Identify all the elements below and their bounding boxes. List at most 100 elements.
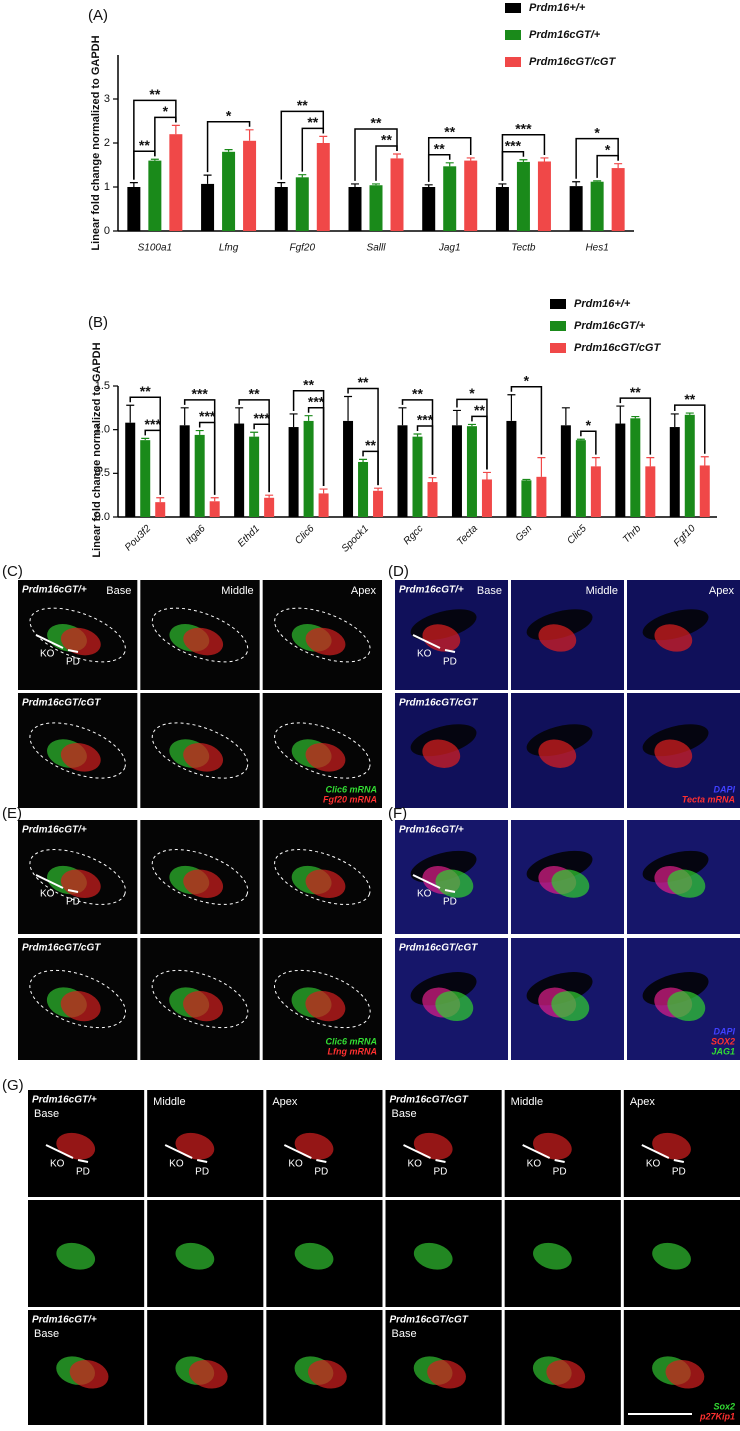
panel-label: (F) <box>388 805 407 822</box>
significance-label: *** <box>308 393 325 409</box>
stain <box>665 1359 705 1389</box>
error-bar <box>359 458 368 462</box>
significance-label: * <box>163 103 169 119</box>
y-tick-label: 0 <box>104 225 110 237</box>
stain <box>667 869 706 898</box>
region-label: Apex <box>351 585 377 597</box>
significance-label: ** <box>303 376 314 392</box>
significance-bracket <box>456 398 488 470</box>
bar <box>684 414 695 517</box>
bar <box>234 423 245 517</box>
significance-bracket <box>347 387 379 486</box>
significance-bracket <box>292 389 325 487</box>
stain-legend: JAG1 <box>711 1046 735 1056</box>
stain <box>175 1132 215 1160</box>
bar <box>201 183 215 231</box>
significance-bracket <box>129 396 161 495</box>
stain <box>546 1359 586 1389</box>
bar <box>169 134 183 231</box>
ko-line <box>35 634 64 649</box>
error-bar <box>646 457 655 467</box>
bar <box>575 440 586 517</box>
error-bar <box>507 394 516 421</box>
panel-label: (E) <box>2 805 22 822</box>
bar <box>369 185 383 231</box>
pd-line <box>196 1159 208 1163</box>
y-tick-label: 1.0 <box>95 424 110 436</box>
stain <box>56 1132 96 1160</box>
bar <box>537 161 551 231</box>
error-bar <box>631 415 640 419</box>
duct-outline <box>29 722 126 779</box>
error-bar <box>319 135 328 143</box>
region-label: Base <box>34 1108 59 1120</box>
ko-label: KO <box>40 889 55 900</box>
ko-line <box>522 1144 551 1159</box>
error-bar <box>141 437 150 441</box>
region-label: Base <box>106 585 131 597</box>
significance-label: ** <box>365 437 376 453</box>
legend-swatch <box>550 343 566 353</box>
stain <box>69 1359 109 1389</box>
ko-label: KO <box>169 1159 184 1170</box>
bar <box>318 493 329 517</box>
bar <box>155 502 166 517</box>
error-bar <box>413 433 422 437</box>
stain <box>183 627 224 656</box>
bar <box>506 420 517 517</box>
bar <box>630 418 641 517</box>
significance-label: ** <box>434 141 445 157</box>
bar <box>451 425 462 517</box>
y-axis-label: Linear fold change normalized to GAPDH <box>90 35 102 250</box>
significance-label: ** <box>358 374 369 390</box>
error-bar <box>467 423 476 427</box>
ko-label: KO <box>40 649 55 660</box>
bar <box>560 425 571 517</box>
genotype-label: Prdm16cGT/cGT <box>399 698 478 709</box>
panel-label: (G) <box>2 1077 24 1094</box>
pd-label: PD <box>195 1167 209 1178</box>
pd-label: PD <box>553 1167 567 1178</box>
error-bar <box>235 407 244 424</box>
duct-outline <box>151 722 249 779</box>
error-bar <box>522 478 531 481</box>
stain <box>652 1132 691 1160</box>
duct-outline <box>274 607 371 663</box>
bar <box>194 434 205 517</box>
error-bar <box>670 413 679 428</box>
stain <box>183 869 224 898</box>
error-bar <box>304 415 313 421</box>
duct-outline <box>29 969 126 1029</box>
significance-label: ** <box>381 132 392 148</box>
y-tick-label: 3 <box>104 93 110 105</box>
stain <box>175 1242 215 1270</box>
stain <box>551 869 590 898</box>
panel-label: (C) <box>2 563 23 580</box>
stain <box>413 1242 453 1270</box>
error-bar <box>700 456 709 466</box>
significance-label: ** <box>412 386 423 402</box>
stain <box>538 739 577 768</box>
significance-label: * <box>469 385 475 401</box>
ko-label: KO <box>288 1159 303 1170</box>
error-bar <box>319 488 328 494</box>
significance-bracket <box>206 121 251 173</box>
bar <box>148 160 162 231</box>
duct-outline <box>274 969 371 1029</box>
region-label: Middle <box>511 1096 543 1108</box>
stain <box>60 627 101 656</box>
error-bar <box>126 404 135 423</box>
significance-label: *** <box>505 137 522 153</box>
bar <box>295 177 309 231</box>
error-bar <box>519 159 528 162</box>
bar <box>390 158 404 231</box>
pd-line <box>444 649 456 653</box>
stain <box>305 869 346 898</box>
error-bar <box>398 407 407 426</box>
significance-label: ** <box>149 86 160 102</box>
bar <box>125 422 136 517</box>
bar <box>209 501 220 517</box>
error-bar <box>482 471 491 480</box>
significance-label: *** <box>192 386 209 402</box>
significance-label: *** <box>253 410 270 426</box>
